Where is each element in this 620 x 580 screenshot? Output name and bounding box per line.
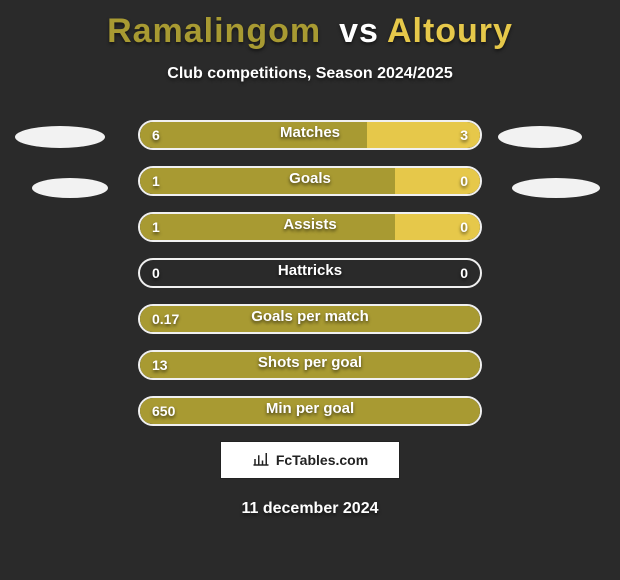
stat-bar-track: 00 bbox=[138, 258, 482, 288]
stat-value-left: 1 bbox=[152, 168, 160, 194]
stat-row: 0.17Goals per match bbox=[0, 304, 620, 334]
attribution-text: FcTables.com bbox=[276, 452, 368, 468]
stat-row: 00Hattricks bbox=[0, 258, 620, 288]
subtitle: Club competitions, Season 2024/2025 bbox=[0, 65, 620, 83]
stat-value-right: 0 bbox=[460, 260, 468, 286]
vs-separator: vs bbox=[339, 12, 379, 50]
stat-bar-track: 13 bbox=[138, 350, 482, 380]
stat-row: 650Min per goal bbox=[0, 396, 620, 426]
stat-bar-left bbox=[140, 214, 395, 240]
comparison-title: Ramalingom vsAltoury bbox=[0, 0, 620, 51]
stat-bar-left bbox=[140, 352, 480, 378]
stat-bar-track: 0.17 bbox=[138, 304, 482, 334]
decorative-ellipse bbox=[15, 126, 105, 148]
stat-value-left: 650 bbox=[152, 398, 175, 424]
stat-value-right: 3 bbox=[460, 122, 468, 148]
stat-rows-container: 63Matches10Goals10Assists00Hattricks0.17… bbox=[0, 120, 620, 442]
stat-bar-left bbox=[140, 122, 367, 148]
stat-value-left: 0.17 bbox=[152, 306, 179, 332]
stat-bar-left bbox=[140, 398, 480, 424]
decorative-ellipse bbox=[498, 126, 582, 148]
stat-row: 13Shots per goal bbox=[0, 350, 620, 380]
stat-bar-track: 10 bbox=[138, 212, 482, 242]
stat-value-left: 13 bbox=[152, 352, 168, 378]
stat-row: 10Assists bbox=[0, 212, 620, 242]
stat-value-left: 6 bbox=[152, 122, 160, 148]
player2-name: Altoury bbox=[387, 12, 513, 50]
stat-value-right: 0 bbox=[460, 214, 468, 240]
decorative-ellipse bbox=[512, 178, 600, 198]
stat-bar-track: 650 bbox=[138, 396, 482, 426]
stat-bar-track: 10 bbox=[138, 166, 482, 196]
stat-bar-track: 63 bbox=[138, 120, 482, 150]
attribution-badge: FcTables.com bbox=[220, 441, 400, 479]
bar-chart-icon bbox=[252, 450, 270, 471]
player1-name: Ramalingom bbox=[107, 12, 321, 50]
date-text: 11 december 2024 bbox=[0, 500, 620, 518]
stat-value-left: 0 bbox=[152, 260, 160, 286]
stat-bar-left bbox=[140, 306, 480, 332]
decorative-ellipse bbox=[32, 178, 108, 198]
stat-value-left: 1 bbox=[152, 214, 160, 240]
stat-value-right: 0 bbox=[460, 168, 468, 194]
stat-bar-left bbox=[140, 168, 395, 194]
